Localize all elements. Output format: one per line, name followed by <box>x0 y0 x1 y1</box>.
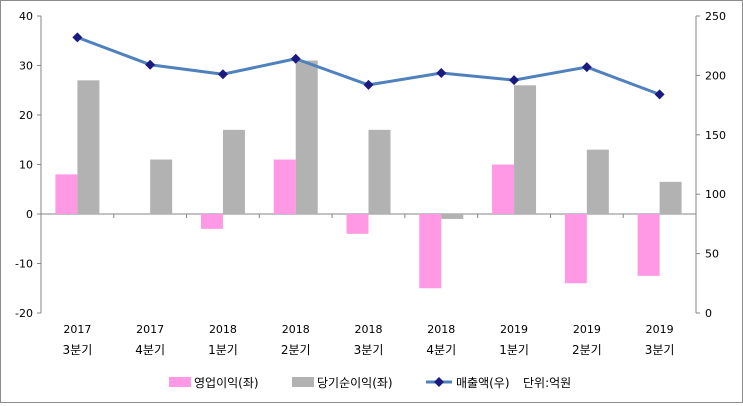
net-income-bar <box>514 85 537 214</box>
category-quarter-label: 1분기 <box>499 343 529 357</box>
left-tick-label: 0 <box>26 208 33 221</box>
legend-label-operating-profit: 영업이익(좌) <box>194 376 259 390</box>
left-tick-label: 30 <box>19 60 33 73</box>
category-year-label: 2019 <box>500 323 528 336</box>
legend-label-net-income: 당기순이익(좌) <box>317 376 393 390</box>
category-quarter-label: 1분기 <box>208 343 238 357</box>
category-quarter-label: 3분기 <box>63 343 93 357</box>
revenue-point <box>72 32 83 43</box>
category-year-label: 2018 <box>427 323 455 336</box>
right-tick-label: 200 <box>705 69 726 82</box>
left-tick-label: -20 <box>15 307 33 320</box>
right-tick-label: 0 <box>705 307 712 320</box>
revenue-point <box>581 62 592 73</box>
legend-swatch-operating-profit <box>169 377 191 387</box>
category-quarter-label: 4분기 <box>135 343 165 357</box>
category-quarter-label: 3분기 <box>354 343 384 357</box>
operating-profit-bar <box>637 214 660 276</box>
revenue-point <box>363 79 374 90</box>
left-tick-label: 20 <box>19 109 33 122</box>
right-tick-label: 50 <box>705 248 719 261</box>
revenue-point <box>290 53 301 64</box>
category-year-label: 2017 <box>63 323 91 336</box>
category-year-label: 2017 <box>136 323 164 336</box>
net-income-bar <box>586 149 609 214</box>
left-tick-label: -10 <box>15 258 33 271</box>
category-quarter-label: 2분기 <box>572 343 602 357</box>
operating-profit-bar <box>346 214 369 234</box>
right-tick-label: 150 <box>705 129 726 142</box>
net-income-bar <box>441 214 464 219</box>
net-income-bar <box>368 129 391 214</box>
left-tick-label: 10 <box>19 159 33 172</box>
right-tick-label: 250 <box>705 10 726 23</box>
legend-label-revenue: 매출액(우) <box>456 376 510 390</box>
net-income-bar <box>295 60 318 214</box>
revenue-point <box>217 69 228 80</box>
unit-note: 단위:억원 <box>523 376 571 390</box>
net-income-bar <box>150 159 173 214</box>
operating-profit-bar <box>200 214 223 229</box>
operating-profit-bar <box>492 164 515 214</box>
category-quarter-label: 3분기 <box>645 343 675 357</box>
category-year-label: 2019 <box>573 323 601 336</box>
category-quarter-label: 2분기 <box>281 343 311 357</box>
legend-swatch-net-income <box>292 377 314 387</box>
net-income-bar <box>77 80 100 214</box>
tick-labels: -20 -10 0 10 20 30 40 0 50 100 150 200 250 2017 3분기 201… <box>15 10 726 357</box>
revenue-point <box>145 59 156 70</box>
category-year-label: 2019 <box>646 323 674 336</box>
net-income-bar <box>659 181 682 214</box>
revenue-point <box>654 89 665 100</box>
revenue-line <box>72 32 665 100</box>
category-year-label: 2018 <box>355 323 383 336</box>
operating-profit-bar <box>564 214 587 284</box>
revenue-point <box>509 75 520 86</box>
legend-marker-revenue <box>434 377 444 387</box>
category-year-label: 2018 <box>209 323 237 336</box>
operating-profit-bar <box>273 159 296 214</box>
legend: 영업이익(좌) 당기순이익(좌) 매출액(우) 단위:억원 <box>169 376 571 390</box>
left-tick-label: 40 <box>19 10 33 23</box>
operating-profit-bar <box>419 214 442 289</box>
net-income-bar <box>222 129 245 214</box>
operating-profit-bar <box>55 174 78 214</box>
revenue-point <box>436 68 447 79</box>
category-quarter-label: 4분기 <box>426 343 456 357</box>
right-tick-label: 100 <box>705 188 726 201</box>
category-year-label: 2018 <box>282 323 310 336</box>
bars <box>55 60 682 289</box>
